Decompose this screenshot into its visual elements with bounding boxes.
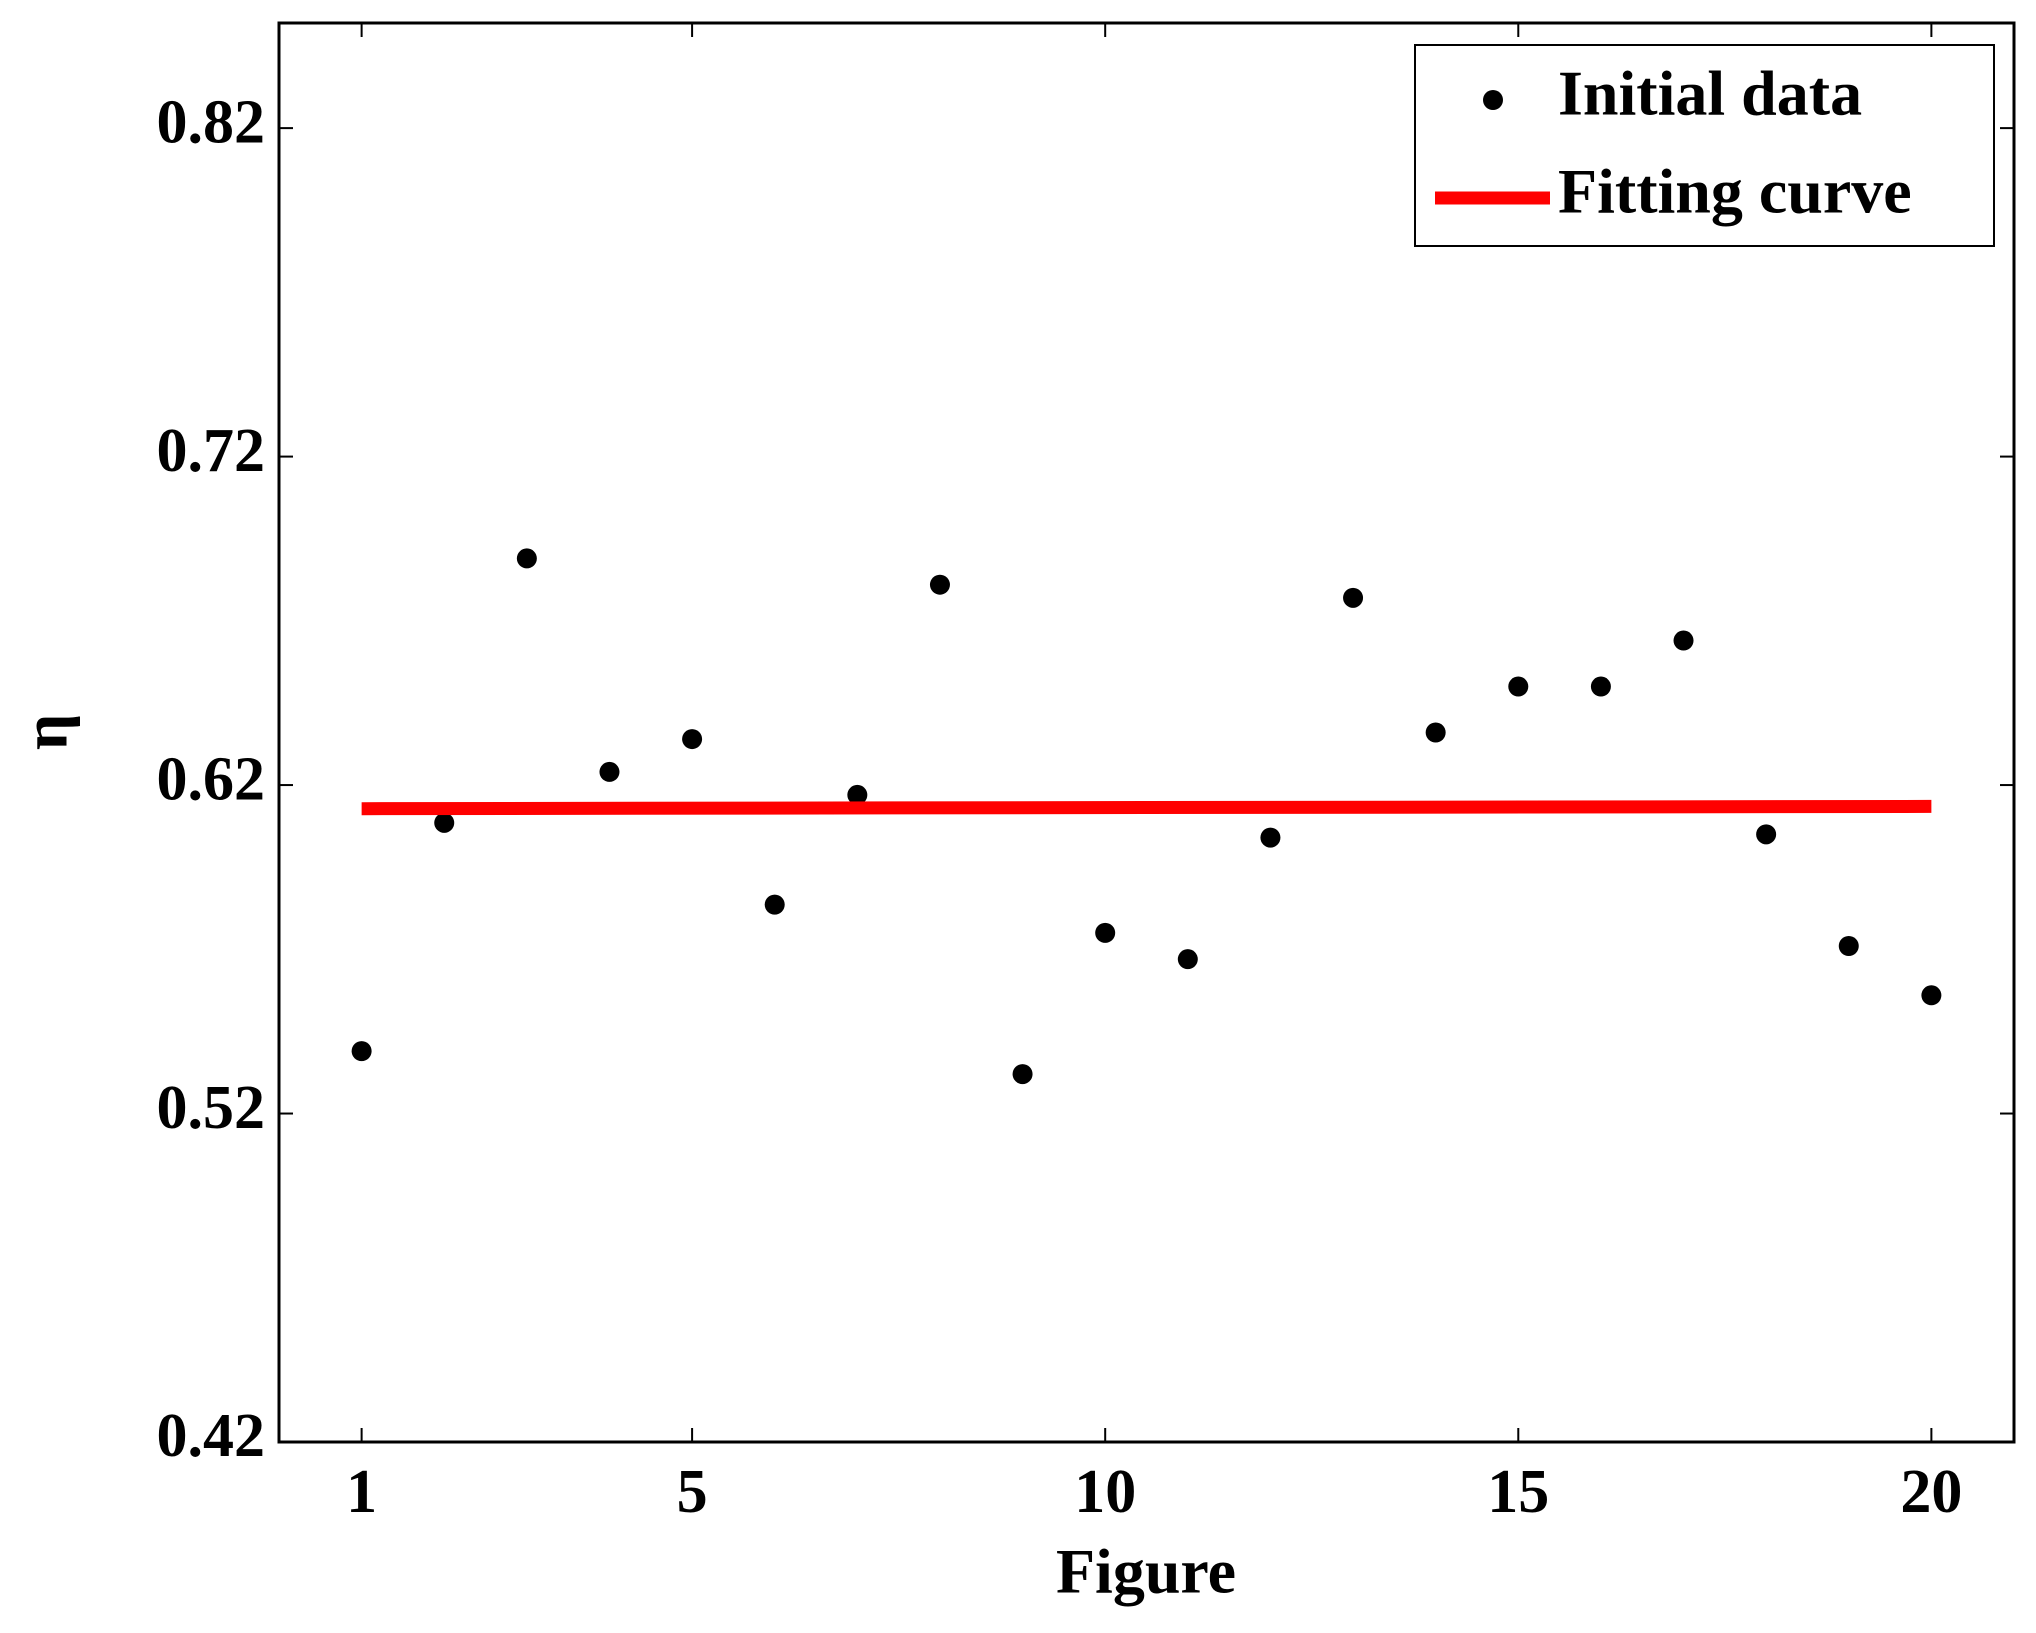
data-point	[516, 548, 537, 569]
data-point	[1012, 1064, 1033, 1085]
data-point	[764, 894, 785, 915]
data-point	[1590, 676, 1611, 697]
data-point	[1838, 936, 1859, 957]
y-tick-label: 0.42	[157, 1402, 266, 1470]
data-point	[1508, 676, 1529, 697]
x-axis-label: Figure	[1056, 1536, 1236, 1607]
data-point	[1921, 985, 1942, 1006]
x-tick-label: 15	[1487, 1458, 1549, 1526]
x-tick-label: 1	[346, 1458, 377, 1526]
y-tick-label: 0.72	[157, 417, 266, 485]
data-point	[1095, 922, 1116, 943]
x-tick-label: 20	[1900, 1458, 1962, 1526]
data-point	[1260, 827, 1281, 848]
data-point	[682, 729, 703, 750]
x-tick-label: 10	[1074, 1458, 1136, 1526]
legend-marker	[1483, 90, 1503, 110]
data-point	[929, 574, 950, 595]
data-point	[847, 784, 868, 805]
data-point	[1756, 824, 1777, 845]
data-point	[1177, 949, 1198, 970]
x-tick-label: 5	[677, 1458, 708, 1526]
data-point	[351, 1041, 372, 1062]
legend-box	[1414, 44, 1995, 247]
y-axis-label: η	[10, 714, 81, 750]
legend-label: Fitting curve	[1558, 156, 1912, 227]
y-tick-label: 0.52	[157, 1074, 266, 1142]
plot-frame	[277, 21, 2016, 1444]
y-tick-label: 0.82	[157, 88, 266, 156]
data-point	[599, 761, 620, 782]
legend-label: Initial data	[1558, 58, 1862, 129]
data-point	[1343, 587, 1364, 608]
data-point	[434, 812, 455, 833]
fit-line	[361, 799, 1932, 816]
y-tick-label: 0.62	[157, 745, 266, 813]
data-point	[1673, 630, 1694, 651]
data-point	[1425, 722, 1446, 743]
